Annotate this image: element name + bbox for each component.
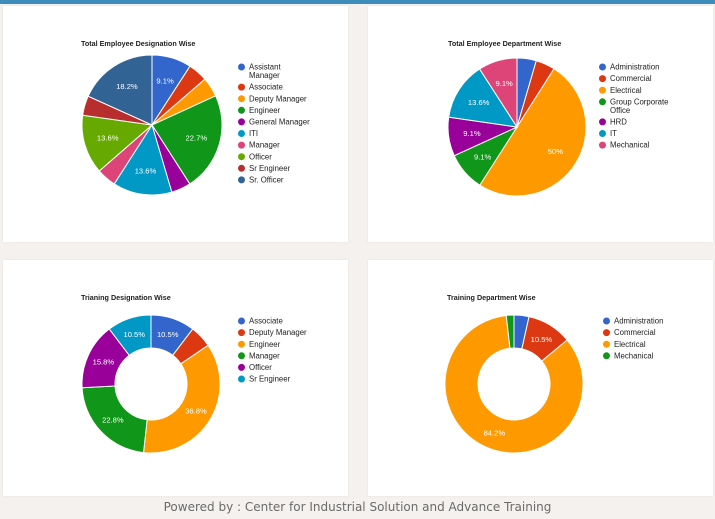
slice-sr-engineer[interactable] — [108, 314, 152, 357]
legend-item-group-corporate-office[interactable]: Group Corporate — [610, 97, 669, 106]
legend-item-assistant-manager[interactable]: Assistant — [249, 63, 281, 72]
legend-swatch — [238, 153, 245, 161]
slice-mechanical[interactable] — [478, 57, 518, 129]
legend-swatch — [238, 375, 245, 383]
legend-item-engineer[interactable]: Engineer — [249, 106, 281, 115]
pie-chart-department: Total Employee Department Wise 50% 9.1% 9.1… — [447, 39, 669, 197]
slice-label: 9.1% — [495, 79, 513, 88]
chart-title: Total Employee Department Wise — [448, 39, 561, 48]
legend-item-assistant-manager[interactable]: Manager — [249, 71, 280, 80]
legend-swatch — [599, 63, 606, 71]
slice-label: 9.1% — [463, 129, 481, 138]
legend-item-hrd[interactable]: HRD — [610, 118, 627, 127]
legend-swatch — [238, 130, 245, 137]
legend-swatch — [238, 83, 245, 91]
slice-label: 22.8% — [102, 416, 124, 425]
legend-item-administration[interactable]: Administration — [614, 317, 663, 326]
legend-item-manager[interactable]: Manager — [249, 351, 280, 360]
legend-swatch — [238, 118, 245, 126]
slice-label: 84.2% — [484, 428, 506, 437]
legend-swatch — [599, 75, 606, 83]
slice-label: 50% — [548, 147, 563, 156]
legend-item-deputy-manager[interactable]: Deputy Manager — [249, 94, 307, 103]
chart-panel-designation: Total Employee Designation Wise 9.1% 22.7%… — [3, 6, 348, 242]
slice-label: 9.1% — [156, 76, 174, 85]
chart-panel-department: Total Employee Department Wise 50% 9.1% 9.1… — [368, 6, 713, 242]
legend-swatch — [238, 329, 245, 337]
chart-title: Total Employee Designation Wise — [81, 39, 195, 48]
slice-officer[interactable] — [81, 114, 154, 172]
legend-swatch — [238, 363, 245, 371]
slice-label: 36.8% — [185, 407, 207, 416]
slice-electrical[interactable] — [479, 68, 587, 197]
slice-engineer[interactable] — [143, 344, 221, 454]
legend-swatch — [599, 98, 606, 106]
legend-item-officer[interactable]: Officer — [249, 152, 272, 161]
legend-item-commercial[interactable]: Commercial — [614, 328, 656, 337]
legend-item-it[interactable]: IT — [610, 129, 617, 138]
legend-item-commercial[interactable]: Commercial — [610, 74, 652, 83]
donut-chart-training-designation: Trianing Designation Wise 10.5% 36.8% 22.8%… — [81, 293, 307, 454]
chart-panel-training-department: Training Department Wise 10.5% 84.2% Admini… — [368, 260, 713, 496]
legend-swatch — [599, 86, 606, 94]
legend-item-administration[interactable]: Administration — [610, 63, 659, 72]
legend-swatch — [599, 141, 606, 149]
legend-swatch — [238, 317, 245, 325]
slice-label: 10.5% — [157, 330, 179, 339]
legend-swatch — [599, 130, 606, 137]
slice-sr-officer[interactable] — [87, 54, 153, 126]
legend-item-deputy-manager[interactable]: Deputy Manager — [249, 328, 307, 337]
slice-label: 10.5% — [531, 335, 553, 344]
legend-item-electrical[interactable]: Electrical — [614, 340, 646, 349]
legend-swatch — [238, 106, 245, 114]
slice-label: 9.1% — [474, 152, 492, 161]
legend-item-sr-officer[interactable]: Sr. Officer — [249, 176, 284, 185]
chart-panel-training-designation: Trianing Designation Wise 10.5% 36.8% 22.8%… — [3, 260, 348, 496]
legend-swatch — [238, 176, 245, 184]
legend-swatch — [603, 329, 610, 337]
legend-swatch — [238, 340, 245, 348]
legend-item-mechanical[interactable]: Mechanical — [610, 141, 650, 150]
legend-item-officer[interactable]: Officer — [249, 363, 272, 372]
legend-item-associate[interactable]: Associate — [249, 83, 283, 92]
top-accent-line — [0, 0, 715, 4]
legend-swatch — [603, 317, 610, 325]
slice-electrical[interactable] — [444, 314, 584, 454]
slice-label: 13.6% — [97, 134, 119, 143]
slice-label: 13.6% — [135, 166, 157, 175]
slice-mechanical[interactable] — [505, 314, 515, 349]
slice-label: 15.8% — [93, 358, 115, 367]
legend-swatch — [238, 141, 245, 149]
slice-iti[interactable] — [113, 123, 173, 196]
legend-swatch — [603, 340, 610, 348]
pie-chart-designation: Total Employee Designation Wise 9.1% 22.7%… — [81, 39, 310, 196]
slice-label: 22.7% — [186, 134, 208, 143]
legend-swatch — [238, 164, 245, 172]
legend-swatch — [238, 95, 245, 103]
slice-label: 10.5% — [123, 330, 145, 339]
chart-title: Training Department Wise — [447, 293, 536, 302]
footer-credit: Powered by : Center for Industrial Solut… — [163, 500, 552, 514]
legend-item-sr-engineer[interactable]: Sr Engineer — [249, 375, 291, 384]
slice-label: 13.6% — [468, 98, 490, 107]
slice-engineer[interactable] — [151, 95, 223, 185]
legend-item-manager[interactable]: Manager — [249, 141, 280, 150]
legend-item-group-corporate-office[interactable]: Office — [610, 106, 630, 115]
legend-item-sr-engineer[interactable]: Sr Engineer — [249, 164, 291, 173]
legend-item-iti[interactable]: ITI — [249, 129, 258, 138]
legend-item-associate[interactable]: Associate — [249, 317, 283, 326]
slice-label: 18.2% — [116, 82, 138, 91]
legend-swatch — [599, 118, 606, 126]
legend-item-mechanical[interactable]: Mechanical — [614, 351, 654, 360]
legend-item-general-manager[interactable]: General Manager — [249, 118, 310, 127]
legend-swatch — [238, 352, 245, 360]
legend-swatch — [603, 352, 610, 360]
legend-swatch — [238, 63, 245, 71]
legend-item-engineer[interactable]: Engineer — [249, 340, 281, 349]
slice-it[interactable] — [448, 68, 519, 128]
chart-title: Trianing Designation Wise — [81, 293, 171, 302]
donut-chart-training-department: Training Department Wise 10.5% 84.2% Admini… — [444, 293, 663, 454]
legend-item-electrical[interactable]: Electrical — [610, 86, 642, 95]
